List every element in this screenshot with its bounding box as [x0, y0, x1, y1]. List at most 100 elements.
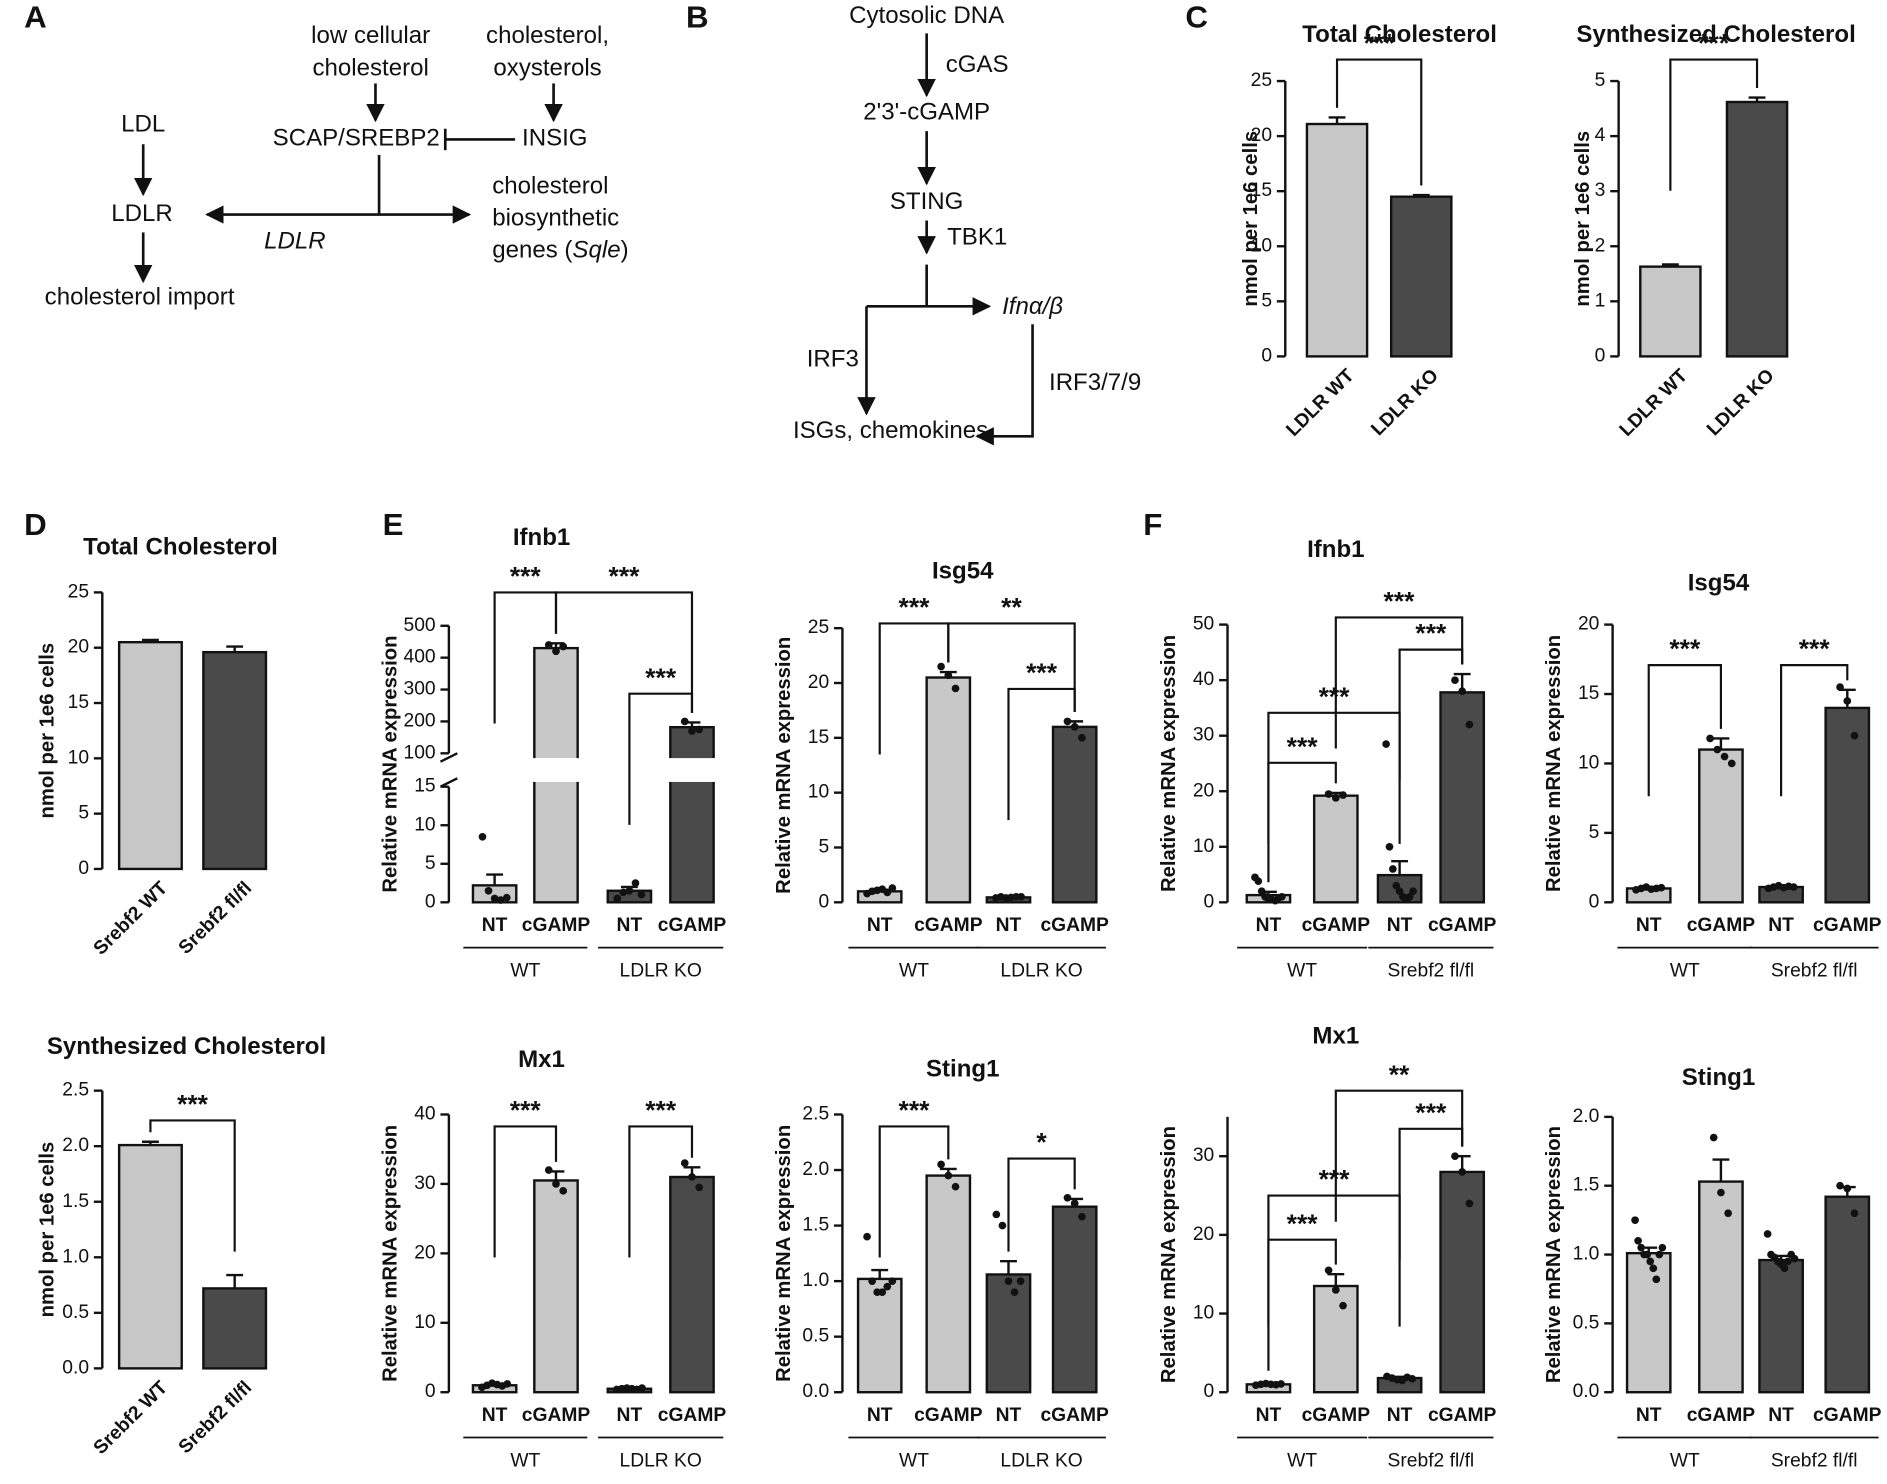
x-tick-label: cGAMP — [1302, 1405, 1371, 1426]
panel-label: D — [24, 507, 47, 542]
edge-label: IRF3/7/9 — [1049, 369, 1141, 396]
y-axis-label: Relative mRNA expression — [773, 637, 795, 894]
group-label: LDLR KO — [620, 961, 702, 982]
axis-break — [439, 777, 458, 788]
data-point — [1649, 1264, 1658, 1273]
node: LDL — [121, 111, 165, 138]
x-tick-label: NT — [1768, 1405, 1794, 1426]
y-tick-label: 10 — [414, 1312, 435, 1333]
y-tick-label: 5 — [1595, 70, 1606, 91]
bar-chart: Ifnb1 Relative mRNA expression 0 10 20 30 40 50… — [1158, 536, 1497, 981]
data-point — [1070, 1199, 1079, 1208]
data-point — [1278, 892, 1286, 901]
y-tick-label: 15 — [1578, 683, 1599, 704]
x-tick-label: LDLR KO — [1703, 365, 1778, 440]
edge-label: cGAS — [946, 51, 1009, 78]
significance-label: *** — [899, 1095, 931, 1125]
arrow — [975, 324, 1034, 446]
x-tick-label: NT — [1387, 915, 1413, 936]
y-tick-label: 30 — [1193, 725, 1214, 746]
y-tick-label: 400 — [404, 647, 436, 668]
chart-title: Mx1 — [1312, 1022, 1359, 1049]
node: cholesterol import — [45, 283, 235, 310]
node: oxysterols — [493, 55, 601, 82]
significance-label: *** — [899, 592, 931, 622]
y-tick-label: 0 — [1261, 346, 1272, 367]
x-tick-label: cGAMP — [1813, 915, 1882, 936]
data-point — [1780, 1264, 1789, 1273]
chart-title: Synthesized Cholesterol — [1576, 21, 1855, 48]
x-tick-label: cGAMP — [1302, 915, 1371, 936]
bar-chart: Isg54 Relative mRNA expression 0 5 10 15 20 25 N… — [773, 558, 1109, 982]
data-point — [1277, 1380, 1285, 1388]
data-point — [1643, 1250, 1652, 1259]
y-tick-label: 15 — [414, 776, 435, 797]
data-point — [559, 1187, 568, 1195]
y-tick-label: 2.0 — [1573, 1106, 1600, 1127]
edge-label: LDLR — [264, 227, 325, 254]
significance-label: *** — [510, 1095, 542, 1125]
bar — [1305, 122, 1369, 358]
y-tick-label: 0.5 — [802, 1326, 829, 1347]
y-tick-label: 0 — [1204, 1381, 1215, 1402]
x-tick-label: NT — [1636, 915, 1662, 936]
data-point — [1631, 1216, 1639, 1224]
y-axis-label: Relative mRNA expression — [1543, 1126, 1565, 1383]
data-point — [1706, 734, 1714, 743]
y-tick-label: 0.0 — [802, 1381, 829, 1402]
group-label: WT — [1287, 961, 1317, 982]
y-tick-label: 30 — [414, 1173, 435, 1194]
bar-chart: Sting1 Relative mRNA expression 0.0 0.5 1.0 1… — [1543, 1064, 1882, 1471]
node: INSIG — [522, 125, 587, 152]
data-point — [1709, 1133, 1718, 1142]
y-tick-label: 25 — [68, 582, 89, 603]
y-tick-label: 10 — [1193, 1303, 1214, 1324]
x-tick-label: NT — [617, 915, 643, 936]
y-tick-label: 2.5 — [62, 1080, 89, 1101]
y-tick-label: 20 — [1578, 614, 1599, 635]
data-point — [883, 1282, 892, 1291]
data-point — [1717, 1188, 1725, 1197]
axis-break — [439, 752, 458, 763]
bar — [1725, 100, 1789, 358]
x-tick-label: LDLR WT — [1616, 365, 1692, 441]
data-point — [680, 717, 689, 726]
bar — [1824, 1195, 1871, 1394]
y-tick-label: 20 — [1193, 780, 1214, 801]
panel-label: F — [1143, 507, 1162, 542]
y-tick-label: 15 — [808, 727, 829, 748]
bar — [669, 1175, 715, 1394]
x-tick-label: NT — [1768, 915, 1794, 936]
data-point — [478, 832, 487, 841]
group-label: Srebf2 fl/fl — [1388, 961, 1475, 982]
y-axis-label: nmol per 1e6 cells — [36, 643, 58, 819]
data-point — [688, 1173, 696, 1181]
significance-label: ** — [1389, 1059, 1410, 1089]
significance-label: *** — [645, 1095, 677, 1125]
diagram-a: LDL LDLR cholesterol import low cellular… — [45, 22, 629, 310]
group-label: WT — [899, 1450, 929, 1471]
bar — [202, 650, 268, 871]
data-point — [1389, 865, 1397, 873]
y-tick-label: 1.5 — [1573, 1175, 1600, 1196]
y-axis-label: Relative mRNA expression — [1158, 635, 1180, 892]
data-point — [1254, 877, 1263, 886]
data-point — [544, 1166, 553, 1174]
data-point — [1392, 881, 1401, 890]
data-point — [888, 1277, 897, 1285]
data-point — [637, 890, 646, 899]
y-axis-label: Relative mRNA expression — [1543, 635, 1565, 892]
data-point — [490, 894, 499, 903]
x-tick-label: Srebf2 WT — [90, 1377, 172, 1459]
data-point — [613, 894, 622, 903]
bar — [533, 1179, 579, 1394]
data-point — [1331, 794, 1340, 802]
x-tick-label: LDLR WT — [1282, 365, 1358, 441]
data-point — [496, 896, 505, 904]
data-point — [1385, 842, 1394, 851]
data-point — [552, 647, 560, 656]
y-tick-label: 10 — [808, 782, 829, 803]
data-point — [1713, 745, 1722, 754]
data-point — [1324, 790, 1333, 798]
